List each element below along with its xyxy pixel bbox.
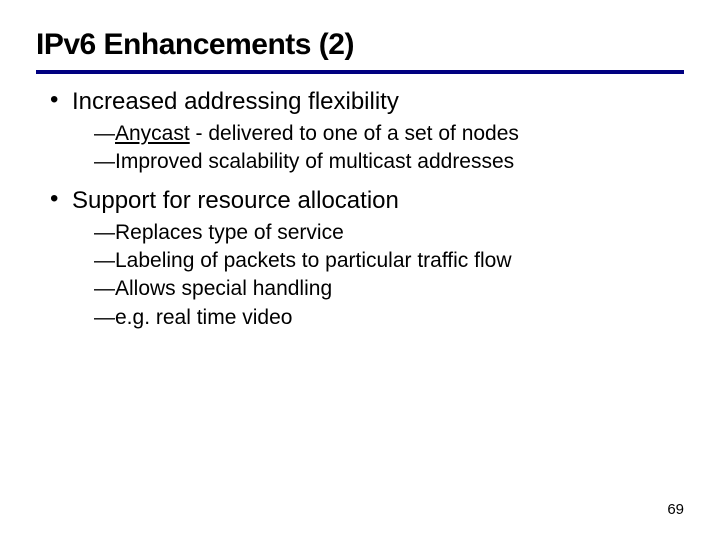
- sub-list: —Replaces type of service —Labeling of p…: [72, 219, 684, 332]
- sub-list-item: —Allows special handling: [94, 275, 684, 303]
- dash-icon: —: [94, 221, 115, 244]
- slide: IPv6 Enhancements (2) Increased addressi…: [0, 0, 720, 540]
- page-number: 69: [667, 501, 684, 518]
- list-item: Support for resource allocation —Replace…: [50, 187, 684, 332]
- sub-list-item: —Anycast - delivered to one of a set of …: [94, 120, 684, 148]
- list-item: Increased addressing flexibility —Anycas…: [50, 88, 684, 177]
- bullet-text: Increased addressing flexibility: [72, 88, 399, 115]
- dash-icon: —: [94, 150, 115, 173]
- bullet-text: Support for resource allocation: [72, 187, 399, 214]
- dash-icon: —: [94, 249, 115, 272]
- dash-icon: —: [94, 277, 115, 300]
- sub-text: Labeling of packets to particular traffi…: [115, 249, 512, 272]
- sub-list-item: —Replaces type of service: [94, 219, 684, 247]
- sub-list-item: —Improved scalability of multicast addre…: [94, 148, 684, 176]
- underlined-term: Anycast: [115, 122, 190, 145]
- slide-title: IPv6 Enhancements (2): [36, 28, 684, 68]
- sub-text: Allows special handling: [115, 277, 332, 300]
- sub-list-item: —e.g. real time video: [94, 304, 684, 332]
- dash-icon: —: [94, 306, 115, 329]
- sub-list: —Anycast - delivered to one of a set of …: [72, 120, 684, 177]
- dash-icon: —: [94, 122, 115, 145]
- sub-text: e.g. real time video: [115, 306, 292, 329]
- sub-list-item: —Labeling of packets to particular traff…: [94, 247, 684, 275]
- bullet-list: Increased addressing flexibility —Anycas…: [36, 88, 684, 332]
- sub-text: - delivered to one of a set of nodes: [190, 122, 519, 145]
- sub-text: Replaces type of service: [115, 221, 344, 244]
- sub-text: Improved scalability of multicast addres…: [115, 150, 514, 173]
- title-underline: [36, 70, 684, 74]
